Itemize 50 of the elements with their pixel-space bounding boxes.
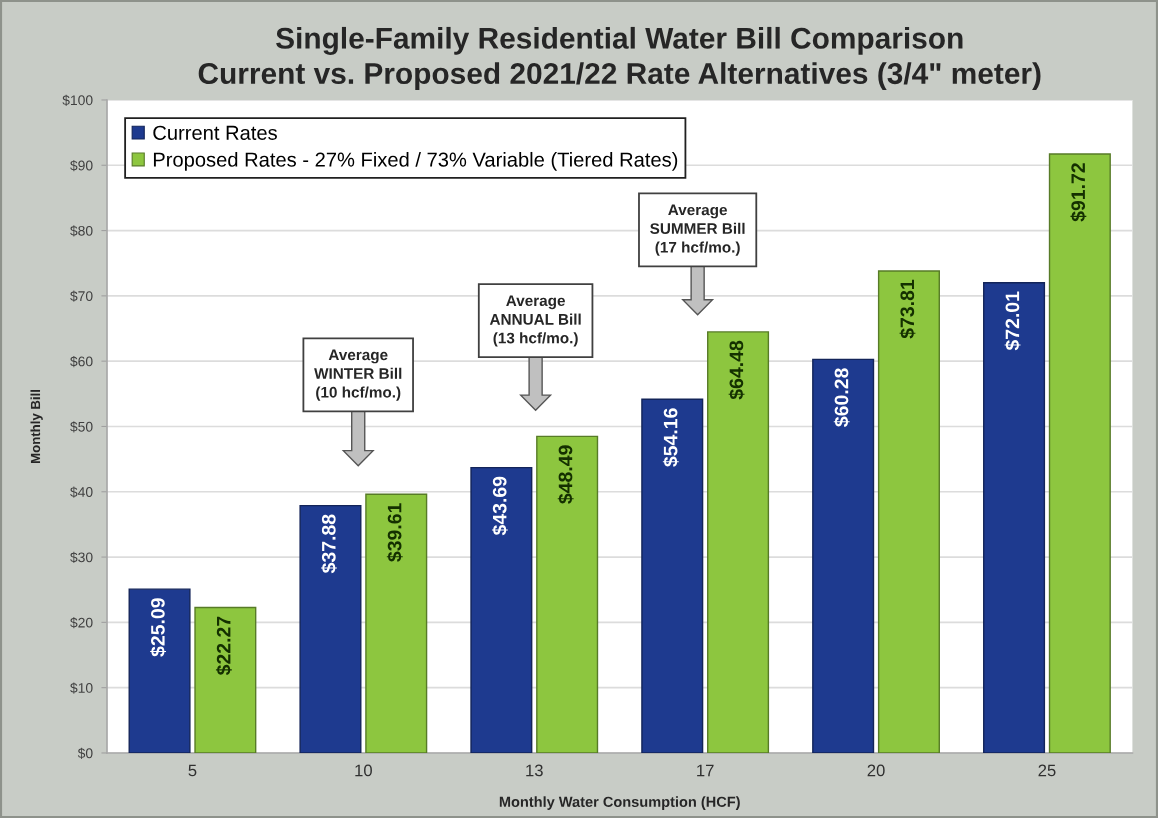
bar [812,358,875,753]
bar [536,435,599,753]
legend-label: Current Rates [153,125,277,140]
data-label: $22.27 [215,616,232,676]
x-axis-title: Monthly Water Consumption (HCF) [499,796,740,810]
data-label: $43.69 [491,476,508,536]
data-label: $72.01 [1004,291,1021,351]
x-tick-label: 20 [867,764,885,777]
annotation: Average WINTER Bill (10 hcf/mo.) [314,349,402,401]
y-tick-label: $90 [70,160,93,172]
y-tick-label: $20 [70,617,93,629]
data-label: $25.09 [150,598,167,657]
data-label: $73.81 [899,279,916,339]
y-tick-label: $0 [77,747,93,759]
y-tick-label: $50 [70,421,93,433]
legend-label: Proposed Rates - 27% Fixed / 73% Variable (Tiered Rates) [153,151,678,171]
y-axis-title: Monthly Bill [30,390,43,463]
data-label: $64.48 [728,340,745,400]
bar [1048,153,1111,753]
data-label: $37.88 [321,514,337,574]
chart-title: Single-Family Residential Water Bill Comparison [276,26,963,55]
y-tick-label: $70 [70,290,93,302]
y-tick-label: $80 [70,225,93,237]
bar [194,606,257,753]
bar [707,331,770,753]
bar [470,466,533,753]
y-tick-label: $30 [70,551,93,564]
y-tick-label: $40 [70,486,93,498]
x-tick-label: 25 [1038,764,1056,777]
data-label: $60.28 [833,368,850,427]
bar [365,493,428,753]
x-tick-label: 17 [697,764,714,777]
y-tick-label: $60 [70,355,93,368]
data-label: $48.49 [557,445,574,504]
chart-subtitle: Current vs. Proposed 2021/22 Rate Alternatives (3/4" meter) [198,62,1041,90]
y-tick-label: $10 [70,682,93,694]
bar [299,504,362,753]
annotation: Average SUMMER Bill (17 hcf/mo.) [650,204,745,256]
data-label: $54.16 [662,408,679,467]
data-label: $39.61 [386,503,403,562]
x-tick-label: 5 [188,764,197,777]
bar [877,270,940,753]
data-label: $91.72 [1070,163,1087,222]
annotation: Average ANNUAL Bill (13 hcf/mo.) [489,295,581,347]
bar [641,398,704,753]
bar [983,282,1046,753]
bar [128,588,191,753]
y-tick-label: $100 [62,94,93,106]
x-tick-label: 13 [526,764,543,777]
x-tick-label: 10 [355,764,372,777]
